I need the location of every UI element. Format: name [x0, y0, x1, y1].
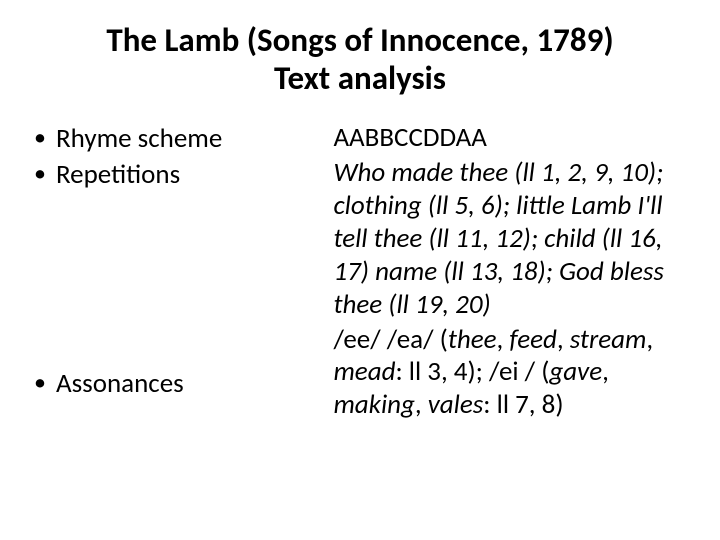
asson-i4: mead [333, 355, 395, 388]
spacer [28, 193, 323, 367]
asson-t5: , [602, 355, 609, 388]
asson-i7: vales [428, 388, 484, 421]
right-text: AABBCCDDAA Who made thee (ll 1, 2, 9, 10… [333, 122, 692, 422]
asson-i1: thee [448, 323, 497, 356]
asson-t2: , [557, 323, 570, 356]
slide: The Lamb (Songs of Innocence, 1789) Text… [0, 0, 720, 540]
rhyme-scheme-value: AABBCCDDAA [333, 122, 692, 155]
bullet-label: Rhyme scheme [56, 122, 222, 155]
bullet-label: Repetitions [56, 158, 180, 191]
slide-title: The Lamb (Songs of Innocence, 1789) Text… [28, 22, 692, 98]
asson-t1: , [497, 323, 510, 356]
title-line2: Text analysis [28, 60, 692, 98]
asson-i6: making [333, 388, 414, 421]
asson-i2: feed [509, 323, 557, 356]
asson-i3: stream [570, 323, 647, 356]
repetitions-value: Who made thee (ll 1, 2, 9, 10); clothing… [333, 157, 692, 322]
assonances-value: /ee/ /ea/ (thee, feed, stream, mead: ll … [333, 324, 692, 423]
bullet-list: Rhyme scheme Repetitions [28, 122, 323, 192]
asson-t4: : ll 3, 4); /ei / ( [395, 355, 549, 388]
asson-i5: gave [549, 355, 602, 388]
asson-t6: , [415, 388, 428, 421]
bullet-list-2: Assonances [28, 367, 323, 401]
content-area: Rhyme scheme Repetitions Assonances AABB… [28, 122, 692, 422]
bullet-repetitions: Repetitions [28, 158, 323, 192]
bullet-assonances: Assonances [28, 367, 323, 401]
asson-t7: : ll 7, 8) [483, 388, 563, 421]
asson-pre: /ee/ /ea/ ( [333, 323, 447, 356]
bullet-rhyme-scheme: Rhyme scheme [28, 122, 323, 156]
right-column: AABBCCDDAA Who made thee (ll 1, 2, 9, 10… [333, 122, 692, 422]
asson-t3: , [646, 323, 653, 356]
title-line1: The Lamb (Songs of Innocence, 1789) [28, 22, 692, 60]
left-column: Rhyme scheme Repetitions Assonances [28, 122, 333, 422]
repetitions-text: Who made thee (ll 1, 2, 9, 10); clothing… [333, 156, 663, 321]
bullet-label: Assonances [56, 367, 184, 400]
